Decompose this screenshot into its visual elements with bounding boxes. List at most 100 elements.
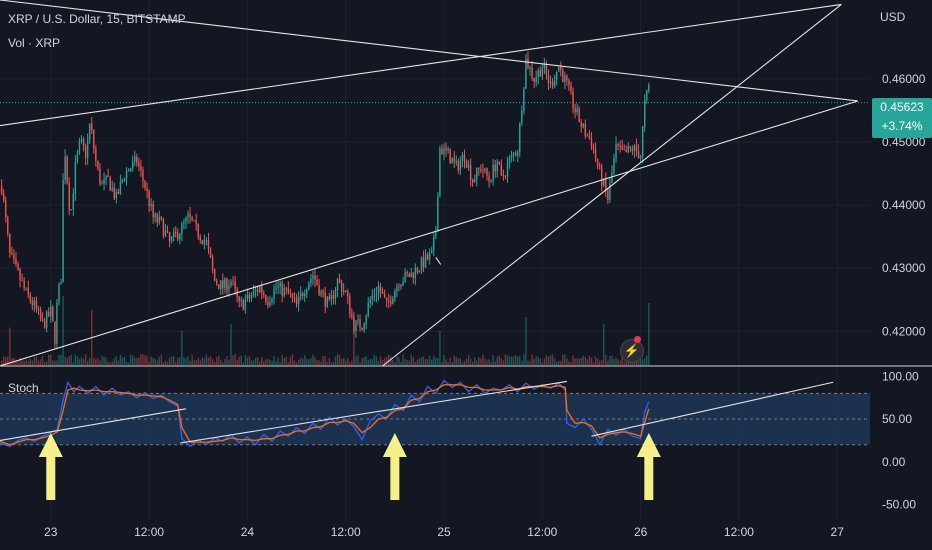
volume-bar	[465, 358, 468, 366]
volume-bar	[62, 296, 64, 366]
price-tick-label: 0.45000	[882, 135, 926, 149]
candle-body	[418, 270, 421, 272]
volume-bar	[420, 357, 423, 366]
candle-body	[543, 64, 546, 69]
volume-legend[interactable]: Vol · XRP	[8, 36, 61, 50]
volume-bar	[50, 354, 52, 366]
volume-bar	[416, 359, 419, 366]
symbol-legend[interactable]: XRP / U.S. Dollar, 15, BITSTAMP	[8, 12, 186, 26]
candle-body	[414, 267, 417, 279]
candle-body	[500, 164, 503, 176]
candle-body	[263, 292, 265, 295]
volume-bar	[48, 354, 50, 366]
candle-body	[353, 316, 355, 331]
candle-body	[187, 213, 189, 218]
volume-bar	[248, 356, 251, 366]
candle-body	[304, 293, 306, 297]
candle-body	[447, 148, 449, 151]
volume-bar	[482, 354, 484, 366]
candle-body	[547, 74, 550, 83]
volume-bar	[349, 362, 351, 366]
volume-bar	[623, 361, 625, 366]
candle-body	[535, 77, 537, 83]
candle-body	[224, 278, 226, 289]
candle-body	[107, 175, 109, 177]
candle-body	[406, 272, 408, 274]
candle-body	[113, 187, 115, 199]
candle-body	[70, 209, 72, 211]
candle-body	[361, 328, 363, 331]
volume-bar	[435, 357, 437, 366]
volume-bar	[39, 359, 42, 366]
candle-body	[205, 240, 208, 242]
candle-body	[586, 135, 589, 137]
volume-bar	[154, 358, 156, 366]
trendline-layer[interactable]	[0, 0, 858, 444]
candle-body	[254, 289, 257, 291]
stoch-legend[interactable]: Stoch	[8, 381, 39, 395]
volume-bar	[320, 361, 322, 366]
volume-bar	[367, 360, 369, 366]
candle-body	[568, 80, 570, 85]
candle-body	[222, 280, 224, 289]
candle-body	[2, 193, 5, 201]
volume-bar	[189, 360, 191, 366]
candle-body	[611, 172, 613, 183]
volume-bar	[336, 354, 339, 366]
candle-body	[111, 187, 113, 191]
volume-bar	[330, 362, 333, 366]
candle-body	[95, 148, 97, 161]
candle-body	[492, 164, 494, 181]
volume-bar	[27, 361, 29, 366]
candle-body	[441, 148, 443, 155]
candle-body	[312, 275, 314, 279]
volume-bar	[297, 359, 300, 366]
candle-body	[62, 180, 64, 283]
candle-body	[115, 191, 118, 199]
candle-body	[400, 284, 402, 288]
volume-bar	[347, 357, 349, 366]
candle-body	[531, 67, 533, 78]
candle-body	[154, 214, 156, 218]
candle-body	[445, 147, 447, 151]
volume-bar	[306, 358, 308, 366]
bolt-icon[interactable]: ⚡	[620, 339, 644, 363]
candle-body	[213, 269, 216, 281]
candle-body	[609, 182, 611, 200]
volume-bar	[80, 357, 83, 366]
volume-bar	[121, 357, 124, 366]
candle-body	[50, 307, 52, 317]
candle-body	[574, 107, 576, 113]
volume-bar	[629, 360, 632, 366]
candle-body	[549, 81, 552, 83]
candle-body	[539, 70, 541, 77]
candle-body	[433, 236, 435, 251]
volume-bar	[281, 354, 283, 366]
volume-bar	[355, 356, 357, 366]
candle-body	[607, 190, 609, 200]
volume-bar	[152, 357, 154, 366]
volume-bar	[498, 355, 501, 366]
candle-body	[39, 309, 42, 320]
volume-bar	[537, 356, 539, 366]
stoch-tick-label: 0.00	[882, 455, 906, 469]
volume-bar	[338, 355, 341, 366]
candle-body	[289, 292, 292, 294]
candle-body	[627, 146, 630, 153]
volume-bar	[170, 356, 173, 366]
candle-body	[519, 122, 521, 153]
volume-bar	[486, 360, 488, 366]
axis-layer[interactable]: 0.42000 0.43000 0.44000 0.45000 0.46000 100.0…	[44, 72, 926, 539]
candle-body	[334, 290, 337, 299]
volume-bar	[213, 361, 216, 366]
volume-bar	[164, 360, 167, 366]
currency-label[interactable]: USD	[880, 10, 906, 24]
volume-bar	[242, 362, 245, 366]
volume-bar	[179, 357, 181, 366]
candle-body	[377, 286, 380, 294]
time-tick-label: 26	[634, 525, 648, 539]
candle-body	[545, 64, 548, 75]
candle-body	[127, 170, 130, 172]
volume-bar	[66, 357, 68, 366]
